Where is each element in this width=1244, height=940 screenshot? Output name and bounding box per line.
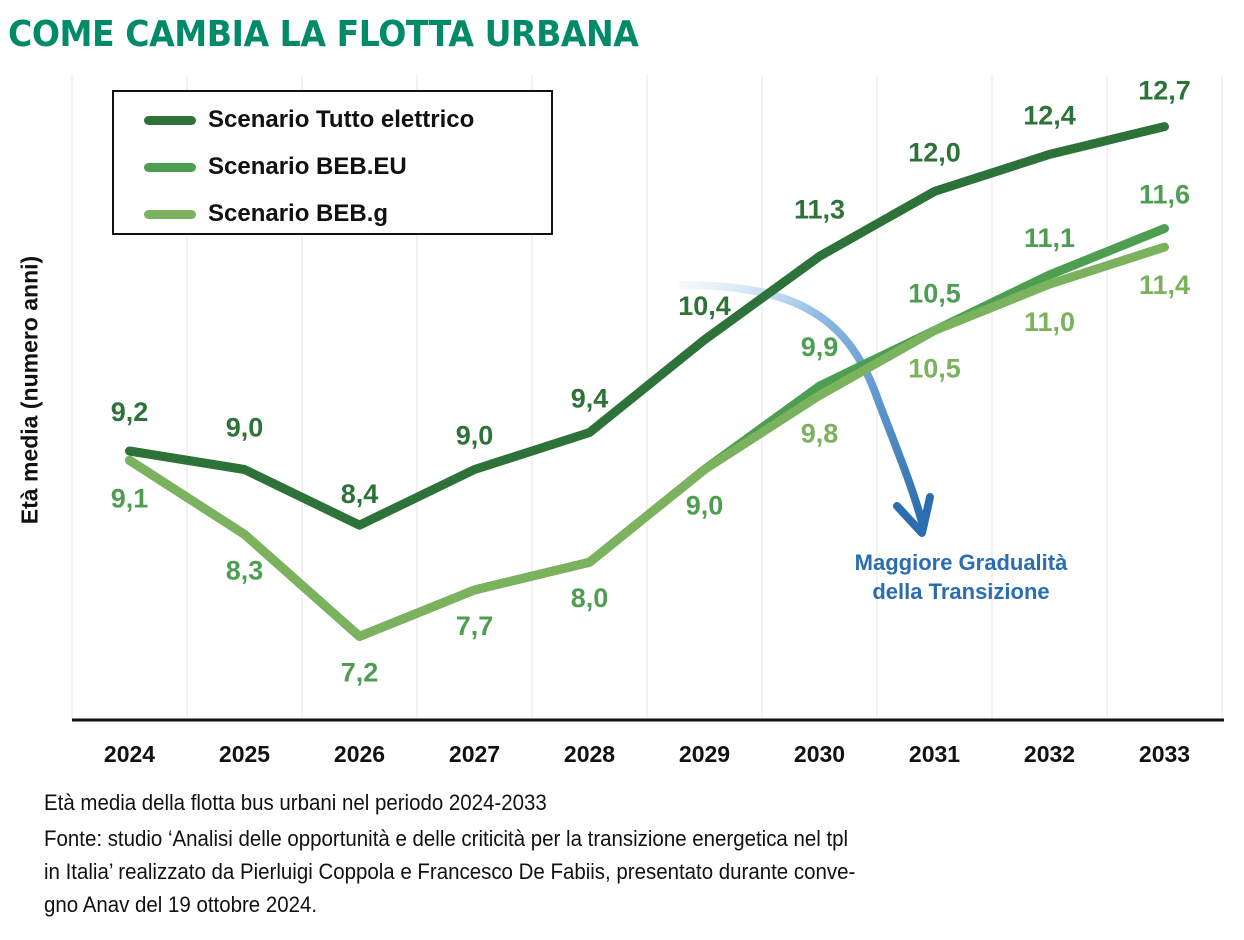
x-tick-label: 2025: [219, 741, 270, 767]
data-label: 7,2: [341, 657, 379, 687]
data-label: 9,9: [801, 332, 839, 362]
source-line-3: gno Anav del 19 ottobre 2024.: [44, 892, 318, 917]
series-lines: [125, 122, 1169, 641]
legend-label: Scenario BEB.g: [208, 200, 389, 227]
data-label: 10,5: [908, 278, 961, 308]
data-label: 9,2: [111, 397, 149, 427]
data-label: 11,6: [1139, 180, 1190, 210]
source-line-1: Fonte: studio ‘Analisi delle opportunità…: [44, 826, 849, 851]
data-labels: 9,2 9,0 8,4 9,0 9,4 10,4 11,3 12,0 12,4 12,7 9,9 10…: [111, 76, 1191, 688]
data-label: 8,3: [226, 555, 264, 585]
legend-swatch-dark: [144, 115, 196, 125]
data-label: 7,7: [456, 611, 494, 641]
x-tick-label: 2031: [909, 741, 960, 767]
data-label: 9,4: [571, 383, 609, 413]
x-tick-label: 2032: [1024, 741, 1075, 767]
data-label: 12,4: [1023, 100, 1076, 130]
legend-label: Scenario Tutto elettrico: [208, 106, 475, 133]
x-tick-label: 2024: [104, 741, 155, 767]
y-axis-label: Età media (numero anni): [16, 255, 43, 525]
data-label: 9,8: [801, 418, 839, 448]
data-label: 9,0: [456, 421, 494, 451]
data-label: 9,0: [686, 491, 724, 521]
chart-title: COME CAMBIA LA FLOTTA URBANA: [8, 14, 639, 55]
data-label: 9,0: [226, 413, 264, 443]
series-line-beb-g: [125, 242, 1169, 641]
x-tick-label: 2030: [794, 741, 845, 767]
series-line-tutto-elettrico: [125, 122, 1169, 530]
arrow-head: [893, 493, 934, 537]
annotation-text: Maggiore Gradualità della Transizione: [820, 548, 1102, 606]
data-label: 11,1: [1024, 223, 1075, 253]
legend-item-tutto-elettrico: Scenario Tutto elettrico: [144, 105, 474, 135]
chart-subtitle: Età media della flotta bus urbani nel pe…: [44, 790, 547, 815]
legend-swatch-mid: [144, 162, 196, 172]
data-label: 11,3: [794, 194, 845, 224]
annotation-line-1: Maggiore Gradualità: [854, 550, 1068, 575]
source-line-2: in Italia’ realizzato da Pierluigi Coppo…: [44, 859, 856, 884]
data-label: 12,0: [908, 137, 961, 167]
data-label: 8,0: [571, 583, 609, 613]
annotation-line-2: della Transizione: [872, 579, 1050, 604]
x-tick-label: 2028: [564, 741, 615, 767]
legend-label: Scenario BEB.EU: [208, 153, 407, 180]
data-label: 10,4: [678, 291, 731, 321]
legend-item-beb-eu: Scenario BEB.EU: [144, 152, 407, 182]
data-label: 10,5: [908, 353, 961, 383]
data-label: 11,4: [1139, 270, 1190, 300]
legend-swatch-light: [144, 209, 196, 219]
legend-item-beb-g: Scenario BEB.g: [144, 199, 388, 229]
legend: Scenario Tutto elettrico Scenario BEB.EU…: [112, 90, 553, 235]
x-tick-labels: 2024 2025 2026 2027 2028 2029 2030 2031 2032 2033: [104, 741, 1190, 767]
x-tick-label: 2033: [1139, 741, 1190, 767]
data-label: 11,0: [1024, 307, 1075, 337]
data-label: 9,1: [111, 483, 149, 513]
data-label: 8,4: [341, 479, 379, 509]
data-label: 12,7: [1138, 76, 1191, 106]
x-tick-label: 2029: [679, 741, 730, 767]
x-tick-label: 2027: [449, 741, 500, 767]
x-tick-label: 2026: [334, 741, 385, 767]
